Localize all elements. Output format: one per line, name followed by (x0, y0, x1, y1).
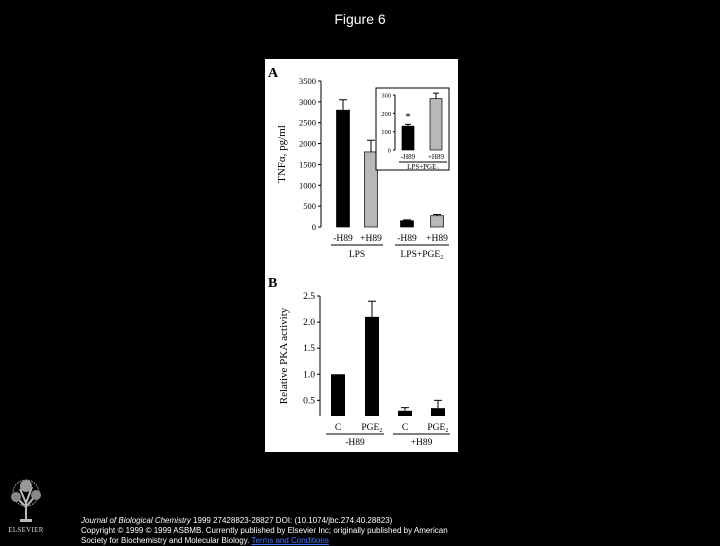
panel-b-y-tick-label: 2.5 (303, 292, 315, 302)
panel-b-y-tick-label: 1.0 (303, 370, 315, 380)
panel-b-y-axis-label: Relative PKA activity (278, 307, 290, 404)
panel-a-y-tick-label: 1000 (299, 180, 316, 190)
panel-b-bar (431, 408, 445, 416)
citation-line-3: Society for Biochemistry and Molecular B… (81, 536, 641, 546)
citation-society: Society for Biochemistry and Molecular B… (81, 536, 250, 545)
inset-bar (401, 125, 415, 151)
panel-b-bar-label: PGE₂ (361, 423, 382, 433)
panel-b-bar (365, 316, 379, 416)
panel-b-y-tick-label: 0.5 (303, 396, 315, 406)
terms-link[interactable]: Terms and Conditions (251, 536, 329, 545)
panel-a-y-tick-label: 3500 (299, 76, 316, 86)
panel-b-bar (331, 374, 345, 416)
inset-bar (429, 98, 443, 151)
inset-y-tick-label: 200 (381, 111, 391, 118)
panel-b-group-label: +H89 (411, 438, 433, 448)
inset-y-tick-label: 300 (381, 93, 391, 100)
panel-a-bar-label: -H89 (333, 234, 353, 244)
panel-a-group-label: LPS+PGE₂ (401, 250, 444, 260)
panel-a-y-tick-label: 500 (303, 201, 316, 211)
panel-b-bar-label: C (402, 423, 408, 433)
inset-y-tick-label: 0 (388, 148, 391, 155)
panel-b-chart: 0.5 1.0 1.5 2.0 2.5 Relative PKA activity C PGE… (278, 292, 450, 448)
panel-a-y-tick-label: 1500 (299, 159, 316, 169)
citation-line-2: Copyright © 1999 © 1999 ASBMB. Currently… (81, 526, 448, 535)
panel-a-bar (430, 215, 444, 228)
citation-line-1: Journal of Biological Chemistry 1999 274… (81, 516, 641, 526)
journal-name: Journal of Biological Chemistry (81, 516, 191, 525)
panel-a-y-tick-label: 0 (312, 222, 316, 232)
inset-significance-marker: * (405, 111, 411, 123)
elsevier-wordmark: ELSEVIER (8, 526, 44, 534)
panel-b-y-tick-label: 2.0 (303, 318, 315, 328)
figure-panel: A B 0 500 1000 1500 2000 2500 3000 3500 TNFα, pg… (265, 59, 458, 452)
panel-a-inset-chart: 0 100 200 300 -H89 +H89 * LPS+PGE₂ (375, 87, 450, 171)
inset-bar-label: +H89 (428, 153, 445, 161)
elsevier-logo: ELSEVIER (4, 477, 48, 537)
panel-b-bar (398, 410, 412, 416)
page-title: Figure 6 (334, 11, 386, 27)
citation-details: 1999 27428823-28827 DOI: (10.1074/jbc.27… (190, 516, 393, 525)
panel-b-y-tick-label: 1.5 (303, 344, 315, 354)
panel-a-label: A (268, 66, 279, 81)
inset-group-label: LPS+PGE₂ (407, 163, 439, 171)
citation-block: Journal of Biological Chemistry 1999 274… (81, 516, 641, 546)
inset-bar-label: -H89 (401, 153, 416, 161)
panel-a-y-tick-label: 2500 (299, 118, 316, 128)
panel-a-y-tick-label: 2000 (299, 139, 316, 149)
panel-a-y-tick-label: 3000 (299, 97, 316, 107)
panel-a-bar (400, 220, 414, 228)
panel-b-bar-label: PGE₂ (427, 423, 448, 433)
panel-a-bar-label: -H89 (397, 234, 417, 244)
panel-a-bar-label: +H89 (360, 234, 382, 244)
panel-b-group-label: -H89 (345, 438, 365, 448)
panel-a-bar (336, 109, 350, 228)
panel-a-y-axis-label: TNFα, pg/ml (276, 125, 288, 183)
panel-a-group-label: LPS (349, 250, 365, 260)
panel-b-label: B (268, 276, 277, 291)
panel-b-bar-label: C (335, 423, 341, 433)
inset-y-tick-label: 100 (381, 129, 391, 136)
elsevier-tree-icon (4, 477, 48, 525)
panel-a-bar-label: +H89 (426, 234, 448, 244)
